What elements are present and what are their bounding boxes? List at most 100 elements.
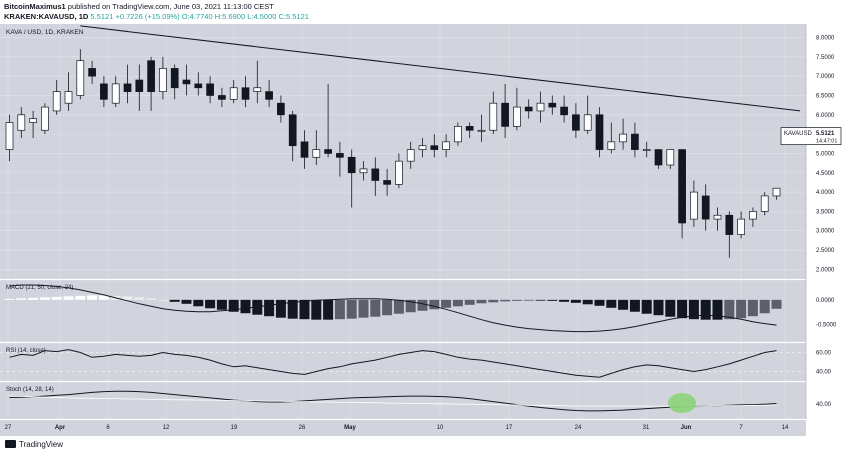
macd-histogram-bar bbox=[181, 299, 192, 304]
macd-histogram-bar bbox=[346, 299, 357, 319]
macd-histogram-bar bbox=[488, 299, 499, 303]
time-tick-label: 6 bbox=[106, 425, 110, 431]
time-axis-labels: 27 Apr 6 12 19 26 May 10 17 24 31 Jun 7 14 bbox=[5, 425, 789, 431]
macd-histogram-bar bbox=[653, 299, 664, 316]
time-tick-label: 12 bbox=[163, 425, 170, 431]
resistance-trendline[interactable] bbox=[80, 25, 801, 112]
macd-histogram-bar bbox=[98, 295, 109, 300]
candle bbox=[489, 91, 498, 135]
stoch-d-line bbox=[9, 395, 777, 407]
macd-histogram-bar bbox=[688, 299, 699, 320]
current-price: 5.5121 bbox=[90, 12, 114, 21]
candle bbox=[159, 56, 167, 100]
candle bbox=[430, 134, 439, 158]
macd-histogram-bar bbox=[641, 299, 652, 314]
candle bbox=[513, 87, 521, 131]
time-tick-label: 17 bbox=[506, 425, 513, 431]
macd-histogram-bar bbox=[747, 299, 758, 317]
macd-histogram-bar bbox=[16, 298, 27, 300]
price-tick-label: 7.0000 bbox=[816, 74, 835, 80]
price-tick-label: 4.5000 bbox=[816, 171, 835, 177]
candles bbox=[5, 49, 781, 258]
macd-histogram-bar bbox=[618, 299, 629, 310]
candle bbox=[29, 110, 37, 138]
candle bbox=[383, 168, 391, 196]
macd-histogram-bar bbox=[464, 299, 475, 305]
tradingview-logo-icon bbox=[5, 440, 16, 448]
price-tick-label: 2.0000 bbox=[816, 267, 835, 273]
price-tick-label: 2.5000 bbox=[816, 248, 835, 254]
candle bbox=[560, 95, 568, 123]
rsi-tick-label: 40.00 bbox=[816, 370, 832, 376]
macd-histogram-bar bbox=[724, 299, 735, 320]
macd-histogram-bar bbox=[287, 299, 298, 319]
price-tick-label: 8.0000 bbox=[816, 36, 835, 42]
macd-histogram-bar bbox=[205, 299, 216, 309]
candle bbox=[123, 64, 132, 104]
macd-tick-label: -0.5000 bbox=[816, 323, 837, 329]
macd-histogram-bar bbox=[736, 299, 747, 319]
macd-histogram-bar bbox=[122, 296, 133, 300]
candle bbox=[17, 107, 26, 138]
macd-histogram-bar bbox=[39, 297, 50, 300]
macd-histogram-bar bbox=[677, 299, 688, 319]
time-tick-label: 24 bbox=[575, 425, 582, 431]
candle bbox=[218, 87, 226, 108]
candle bbox=[737, 211, 745, 239]
macd-histogram-bar bbox=[629, 299, 640, 312]
candle bbox=[725, 211, 734, 258]
macd-histogram-bar bbox=[75, 295, 86, 300]
macd-histogram-bar bbox=[759, 299, 770, 314]
author-name[interactable]: BitcoinMaximus1 bbox=[4, 2, 66, 11]
rsi-line bbox=[9, 349, 777, 378]
last-price-label: KAVAUSD 5.5121 14:47:01 bbox=[780, 127, 842, 145]
candle bbox=[41, 103, 49, 135]
time-tick-label: 10 bbox=[437, 425, 444, 431]
price-tick-label: 4.0000 bbox=[816, 190, 835, 196]
last-price-countdown: 14:47:01 bbox=[816, 139, 837, 145]
macd-histogram-bar bbox=[228, 299, 239, 312]
time-tick-label: Jun bbox=[681, 425, 692, 431]
main-pane-title: KAVA / USD, 1D, KRAKEN bbox=[6, 29, 84, 36]
stoch-pane-title: Stoch (14, 28, 14) bbox=[6, 387, 54, 393]
macd-histogram-bar bbox=[87, 295, 98, 300]
tradingview-logo[interactable]: TradingView bbox=[5, 440, 63, 449]
macd-histogram-bar bbox=[382, 299, 393, 316]
macd-histogram-bar bbox=[594, 299, 605, 306]
macd-histogram-bar bbox=[771, 299, 782, 309]
candle bbox=[619, 118, 627, 150]
candle bbox=[595, 107, 604, 158]
candle bbox=[76, 49, 85, 100]
time-tick-label: May bbox=[344, 425, 356, 431]
candle bbox=[194, 72, 203, 96]
candle bbox=[241, 76, 250, 108]
candle bbox=[206, 76, 214, 104]
candle bbox=[465, 122, 474, 138]
candle bbox=[277, 95, 285, 123]
candle bbox=[52, 80, 61, 115]
candle bbox=[229, 80, 238, 104]
macd-histogram-bar bbox=[441, 299, 452, 308]
candle bbox=[147, 56, 155, 111]
macd-histogram-bar bbox=[134, 297, 145, 300]
macd-histogram-bar bbox=[582, 299, 593, 305]
candle bbox=[690, 180, 698, 227]
macd-histogram-bar bbox=[193, 299, 204, 307]
last-price-value: 5.5121 bbox=[816, 131, 835, 137]
last-price-symbol: KAVAUSD bbox=[784, 131, 812, 137]
tradingview-logo-text: TradingView bbox=[19, 440, 64, 449]
macd-histogram-bar bbox=[146, 298, 157, 300]
candle bbox=[170, 64, 179, 100]
price-chart[interactable]: 8.00007.50007.00006.50006.00005.50005.00… bbox=[0, 24, 850, 436]
candle bbox=[536, 91, 545, 123]
macd-histogram-bar bbox=[559, 299, 570, 302]
price-tick-label: 6.0000 bbox=[816, 113, 835, 119]
candle bbox=[324, 83, 332, 158]
macd-tick-label: 0.0000 bbox=[816, 298, 835, 304]
publication-header: BitcoinMaximus1 published on TradingView… bbox=[0, 0, 850, 24]
candle bbox=[347, 149, 356, 208]
candle bbox=[760, 192, 769, 216]
macd-histogram-bar bbox=[417, 299, 428, 311]
stoch-tick-label: 40.00 bbox=[816, 402, 832, 408]
candle bbox=[666, 149, 675, 169]
